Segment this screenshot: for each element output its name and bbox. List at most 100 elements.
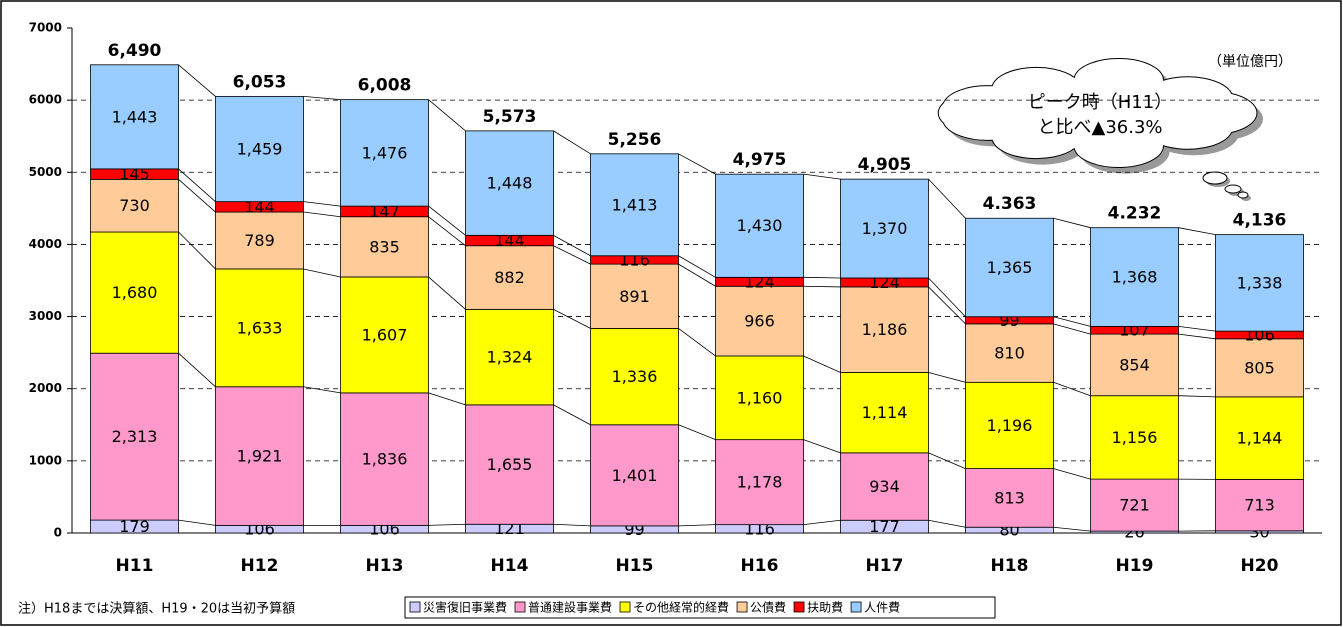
callout-text: と比べ▲36.3% — [1037, 117, 1162, 138]
data-label: 1,365 — [987, 258, 1033, 277]
connector-line — [1178, 325, 1216, 332]
connector-line — [928, 452, 966, 469]
connector-line — [553, 309, 591, 329]
connector-line — [553, 523, 591, 527]
bar-segment — [1090, 227, 1179, 327]
data-label: 1,607 — [362, 325, 408, 344]
x-tick-label: H15 — [616, 556, 654, 576]
bar-segment — [1090, 333, 1179, 397]
x-tick-label: H18 — [991, 556, 1029, 576]
data-label: 2,313 — [112, 427, 158, 446]
bar-segment — [215, 211, 304, 270]
bar-segment — [465, 245, 554, 310]
legend-label: 公債費 — [750, 600, 786, 615]
data-label: 1,178 — [737, 473, 783, 492]
data-label: 179 — [119, 517, 150, 536]
connector-line — [1053, 526, 1091, 532]
data-label: 1,144 — [1237, 429, 1283, 448]
bar-segment — [840, 178, 929, 279]
bar-segment — [590, 328, 679, 426]
connector-line — [178, 352, 216, 388]
y-tick-label: 4000 — [29, 237, 62, 251]
data-label: 1,430 — [737, 216, 783, 235]
legend-frame — [404, 596, 996, 619]
bar-segment — [715, 285, 804, 357]
y-tick-label: 0 — [54, 526, 62, 540]
cloud-bubble — [1224, 184, 1242, 194]
connector-line — [928, 178, 966, 219]
connector-line — [928, 372, 966, 383]
connector-line — [1053, 468, 1091, 480]
connector-line — [803, 439, 841, 454]
connector-line — [1178, 395, 1216, 398]
data-label: 1,633 — [237, 318, 283, 337]
data-label: 789 — [244, 231, 275, 250]
bar-segment — [1215, 234, 1304, 332]
connector-line — [303, 201, 341, 207]
cloud-bubble — [1202, 171, 1228, 185]
x-tick-label: H20 — [1241, 556, 1279, 576]
data-label: 835 — [369, 237, 400, 256]
data-label: 713 — [1244, 496, 1275, 515]
total-label: 4.232 — [1108, 204, 1162, 224]
y-tick-label: 5000 — [29, 165, 62, 179]
bar-segment — [965, 381, 1054, 469]
bar-segment — [465, 308, 554, 406]
connector-line — [1053, 217, 1091, 229]
connector-line — [678, 263, 716, 287]
data-label: 891 — [619, 287, 650, 306]
connector-line — [803, 276, 841, 279]
connector-line — [178, 168, 216, 202]
data-label: 1,324 — [487, 348, 533, 367]
bar-segment — [340, 276, 429, 394]
bar-segment — [965, 323, 1054, 383]
connector-line — [928, 519, 966, 528]
connector-line — [178, 231, 216, 270]
data-label: 1,114 — [862, 403, 908, 422]
data-label: 1,448 — [487, 174, 533, 193]
data-label: 1,160 — [737, 388, 783, 407]
cloud-bubble — [1237, 191, 1249, 199]
bar-segment — [340, 99, 429, 207]
connector-line — [428, 523, 466, 526]
bar-segment — [90, 178, 179, 233]
cloud-shape — [937, 57, 1258, 169]
data-label: 145 — [119, 165, 150, 184]
data-label: 1,443 — [112, 107, 158, 126]
legend-label: 災害復旧事業費 — [423, 600, 507, 615]
connector-line — [178, 519, 216, 526]
data-label: 1,338 — [1237, 273, 1283, 292]
total-label: 4.363 — [983, 194, 1037, 214]
connector-line — [1178, 333, 1216, 340]
data-label: 805 — [1244, 358, 1275, 377]
total-label: 6,053 — [233, 72, 287, 92]
connector-line — [803, 285, 841, 288]
legend: 災害復旧事業費 普通建設事業費 その他経常的経費 公債費 扶助費 人件費 — [404, 596, 996, 619]
data-label: 147 — [369, 202, 400, 221]
data-label: 1,476 — [362, 143, 408, 162]
bar-segment — [1215, 338, 1304, 398]
y-tick-label: 7000 — [29, 21, 62, 35]
bar-segment — [215, 268, 304, 388]
x-tick-label: H12 — [241, 556, 279, 576]
data-label: 1,368 — [1112, 268, 1158, 287]
connector-line — [678, 153, 716, 175]
y-tick-label: 2000 — [29, 381, 62, 395]
connector-line — [803, 519, 841, 526]
data-label: 144 — [244, 197, 275, 216]
data-label: 813 — [994, 488, 1025, 507]
x-tick-label: H14 — [491, 556, 529, 576]
data-label: 1,459 — [237, 140, 283, 159]
data-label: 730 — [119, 196, 150, 215]
y-tick-label: 3000 — [29, 309, 62, 323]
legend-swatch — [514, 601, 526, 613]
data-label: 1,370 — [862, 219, 908, 238]
bar-segment — [465, 130, 554, 236]
bar-segment — [215, 95, 304, 203]
connector-line — [428, 392, 466, 406]
data-label: 1,186 — [862, 320, 908, 339]
legend-swatch — [793, 601, 805, 613]
legend-label: 普通建設事業費 — [528, 600, 612, 615]
data-label: 1,336 — [612, 367, 658, 386]
total-label: 4,905 — [858, 155, 912, 175]
